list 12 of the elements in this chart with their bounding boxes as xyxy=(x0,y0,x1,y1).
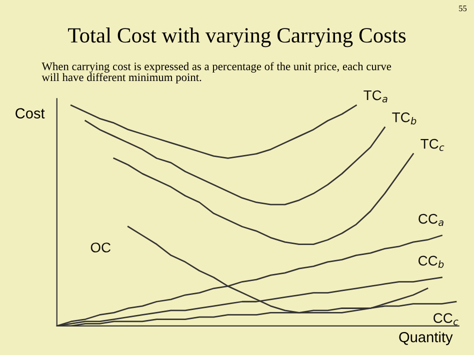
y-axis-title: Cost xyxy=(16,108,45,119)
chart-subtitle: When carrying cost is expressed as a percentage of the unit price, each curve will have different minimum point. xyxy=(42,62,392,84)
x-axis-title: Quantity xyxy=(399,332,453,346)
series-label: CC$_{b}$ xyxy=(418,256,444,268)
chart-title: Total Cost with varying Carrying Costs xyxy=(68,27,406,48)
text: 55 xyxy=(459,6,467,12)
series-label: TC$_{c}$ xyxy=(420,138,444,151)
series-label: CC$_{c}$ xyxy=(434,313,458,326)
series-label: TC$_{a}$ xyxy=(364,90,388,102)
series-label: CC$_{a}$ xyxy=(418,214,444,226)
series-label: OC xyxy=(90,242,111,252)
series-label: TC$_{b}$ xyxy=(392,112,416,125)
